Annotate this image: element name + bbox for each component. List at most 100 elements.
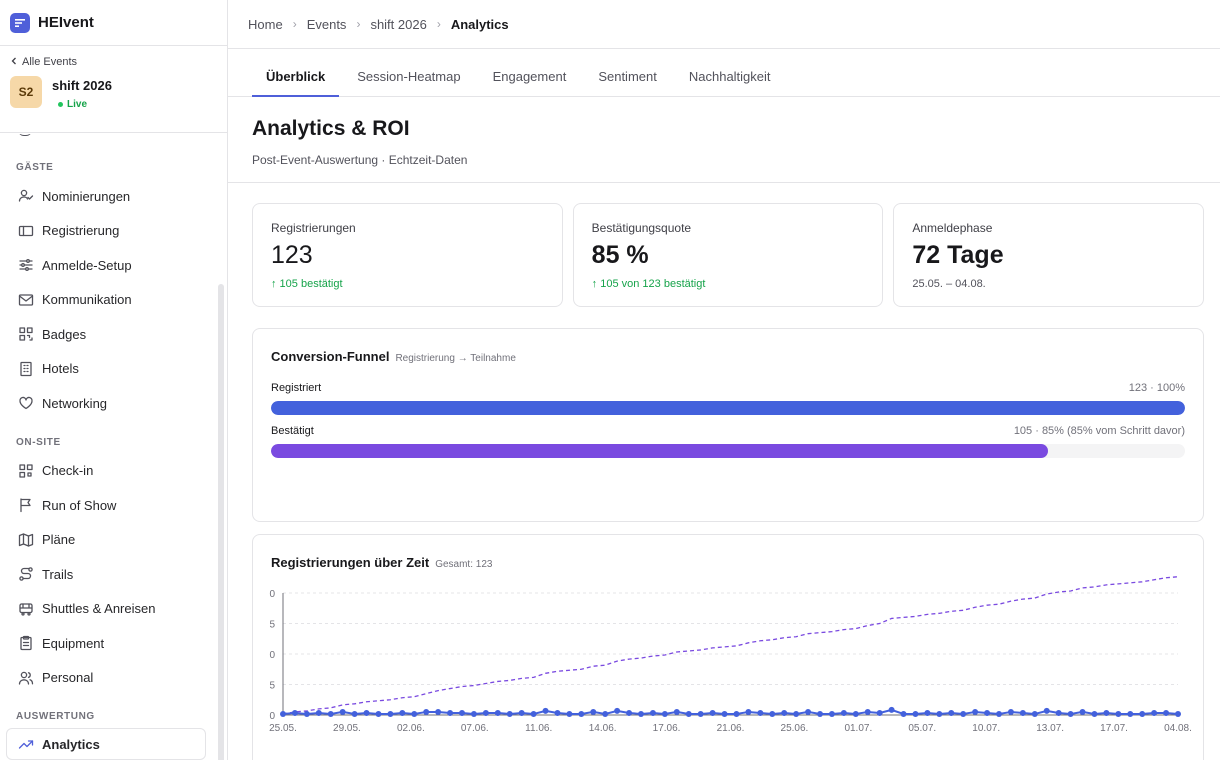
kpi-value: 123 (271, 241, 313, 269)
data-point (733, 710, 740, 717)
data-point (602, 710, 609, 717)
y-tick-label: 0 (269, 650, 275, 661)
data-point (280, 710, 286, 717)
data-point (1175, 710, 1181, 717)
data-point (757, 709, 764, 716)
data-point (375, 710, 382, 717)
data-point (447, 709, 454, 716)
main-area: Home › Events › shift 2026 › Analytics Überbli… (228, 0, 1220, 760)
kpi-value: 85 % (591, 241, 649, 269)
data-point (1127, 710, 1134, 717)
x-tick-label: 14.06. (589, 723, 617, 734)
kpi-card-registrations: Registrierungen 123 ↑ 105 bestätigt (252, 203, 563, 307)
data-point (1019, 709, 1026, 716)
breadcrumb-item[interactable]: Home (248, 16, 283, 32)
chevron-right-icon: › (356, 17, 361, 31)
sidebar-item-nominierungen[interactable]: Nominierungen (0, 179, 227, 214)
data-point (566, 710, 573, 717)
data-point (817, 710, 823, 717)
tab-session-heatmap[interactable]: Session-Heatmap (357, 69, 461, 84)
sidebar-item-trails[interactable]: Trails (0, 557, 227, 592)
breadcrumb-item[interactable]: Events (306, 16, 347, 32)
tab-engagement[interactable]: Engagement (492, 69, 567, 84)
chevron-right-icon: › (436, 17, 441, 31)
sidebar-item-check-in[interactable]: Check-in (0, 454, 227, 489)
event-avatar: S2 (10, 76, 42, 108)
x-tick-label: 29.05. (333, 723, 361, 734)
data-point (327, 710, 334, 717)
data-point (1079, 708, 1086, 715)
data-point (554, 709, 561, 716)
data-point (984, 709, 991, 716)
data-point (1067, 710, 1074, 717)
kpi-note: 25.05. – 04.08. (912, 278, 986, 290)
data-point (864, 708, 871, 715)
sidebar-item-anmelde-setup[interactable]: Anmelde-Setup (0, 248, 227, 283)
kpi-note: ↑ 105 bestätigt (271, 278, 343, 290)
sidebar-scrollbar[interactable] (218, 284, 224, 760)
sidebar-item-networking[interactable]: Networking (0, 386, 227, 421)
x-tick-label: 11.06. (525, 723, 552, 734)
sidebar-item-label: Shuttles & Anreisen (42, 601, 156, 617)
data-point (769, 710, 776, 717)
qr-scan-icon (18, 463, 34, 479)
tab-sentiment[interactable]: Sentiment (598, 69, 657, 84)
chart-title: Registrierungen über Zeit Gesamt: 123 (271, 555, 493, 570)
page-title: Analytics & ROI (252, 117, 410, 140)
brand[interactable]: HEIvent (0, 0, 227, 46)
back-to-events-link[interactable]: Alle Events (10, 56, 217, 68)
sidebar-item-equipment[interactable]: Equipment (0, 626, 227, 661)
data-point (459, 709, 465, 716)
kpi-row: Registrierungen 123 ↑ 105 bestätigt Best… (252, 203, 1205, 307)
sidebar-item-pläne[interactable]: Pläne (0, 523, 227, 558)
tab-nachhaltigkeit[interactable]: Nachhaltigkeit (688, 69, 771, 84)
breadcrumb-item: Analytics (450, 16, 509, 32)
x-tick-label: 02.06. (397, 723, 425, 734)
sidebar-item-label: Personal (42, 670, 94, 686)
data-point (1151, 709, 1158, 716)
data-point (614, 707, 621, 714)
sidebar-item-shuttles-anreisen[interactable]: Shuttles & Anreisen (0, 592, 227, 627)
sidebar-item-label: Pläne (42, 532, 76, 548)
sidebar-item-kommunikation[interactable]: Kommunikation (0, 283, 227, 318)
nav-cut-item (0, 134, 227, 146)
data-point (948, 709, 955, 716)
breadcrumb-item[interactable]: shift 2026 (370, 16, 427, 32)
data-point (781, 709, 788, 716)
sidebar-item-label: Trails (42, 566, 74, 582)
qr-icon (18, 326, 34, 342)
sidebar-item-personal[interactable]: Personal (0, 661, 227, 696)
tab-bar: Überblick Session-Heatmap Engagement Sentim… (228, 49, 1220, 97)
funnel-row-label: Bestätigt (271, 425, 314, 437)
sidebar-item-registrierung[interactable]: Registrierung (0, 214, 227, 249)
daily-series-line (282, 708, 1179, 716)
funnel-row-label: Registriert (271, 382, 322, 394)
data-point (805, 708, 812, 715)
data-point (291, 709, 298, 716)
bus-icon (18, 601, 34, 617)
data-point (387, 710, 394, 717)
live-dot-icon (58, 102, 63, 107)
sidebar-item-analytics[interactable]: Analytics (6, 728, 206, 760)
tab-überblick[interactable]: Überblick (252, 69, 340, 97)
sidebar-item-hotels[interactable]: Hotels (0, 352, 227, 387)
sidebar-item-label: Analytics (42, 736, 100, 752)
funnel-track (271, 444, 1185, 458)
sidebar-item-badges[interactable]: Badges (0, 317, 227, 352)
data-point (638, 710, 644, 717)
sidebar-item-label: Kommunikation (42, 292, 132, 308)
event-name: shift 2026 (52, 78, 112, 93)
data-point (840, 709, 847, 716)
data-point (470, 710, 477, 717)
x-tick-label: 21.06. (717, 723, 745, 734)
sidebar-item-label: Nominierungen (42, 188, 131, 204)
data-point (673, 708, 680, 715)
data-point (745, 708, 752, 715)
sidebar-item-label: Equipment (42, 635, 105, 651)
sidebar-item-run-of-show[interactable]: Run of Show (0, 488, 227, 523)
event-selector: Alle Events S2 shift 2026 Live (0, 46, 227, 133)
data-point (709, 709, 716, 716)
data-point (972, 708, 979, 715)
data-point (1007, 708, 1014, 715)
data-point (518, 709, 525, 716)
